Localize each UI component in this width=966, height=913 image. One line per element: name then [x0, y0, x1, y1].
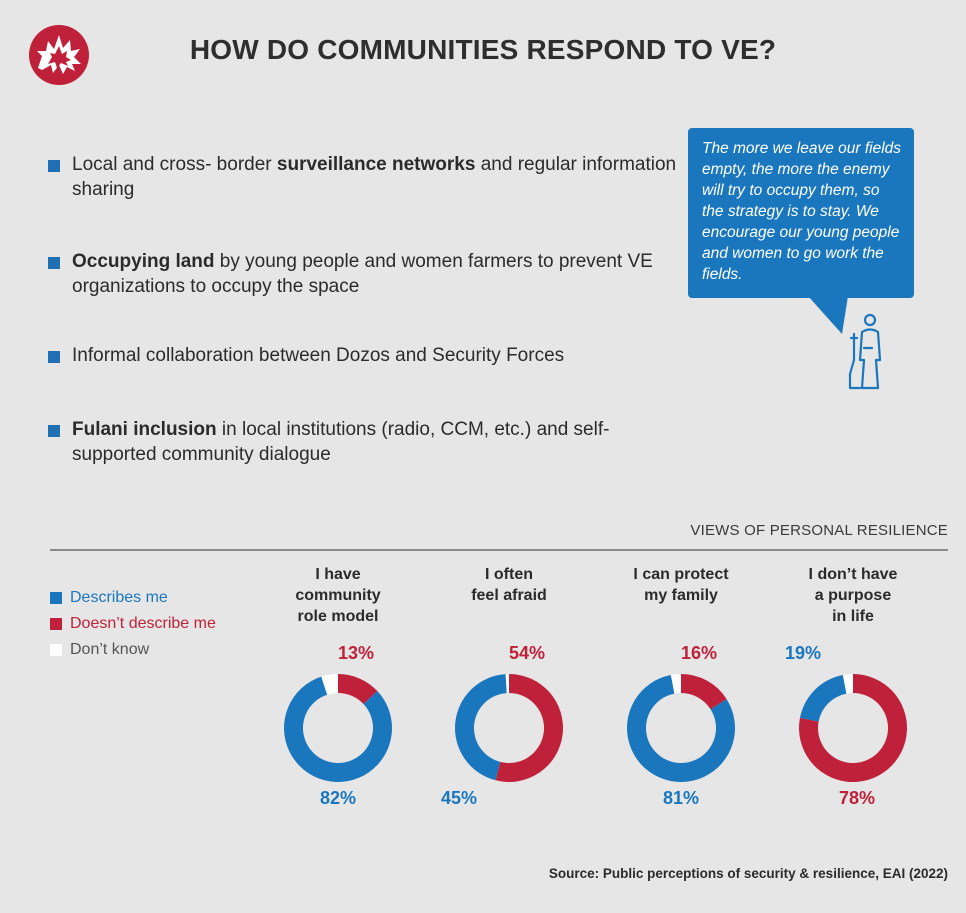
legend-label: Describes me [70, 589, 168, 606]
donut-slice-doesnt-describe [338, 674, 378, 705]
category-label: feel afraid [471, 587, 547, 604]
legend-swatch-white [50, 644, 62, 656]
explosion-logo-icon [29, 25, 89, 85]
donut-slice-describes [627, 674, 735, 782]
legend-label: Don’t know [70, 641, 150, 658]
data-label-doesnt-describe: 54% [509, 643, 545, 663]
category-label: in life [832, 608, 874, 625]
donut-slice-dont-know [842, 674, 853, 694]
bullet-text: by young people and women farmers to pre… [72, 251, 653, 297]
bullet-item: Local and cross- border surveillance net… [48, 152, 688, 202]
category-label: role model [298, 608, 379, 625]
quote-bubble-tail [808, 296, 848, 334]
category-label: a purpose [815, 587, 892, 604]
category-label: I can protect [633, 566, 729, 583]
donut-slice-doesnt-describe [495, 674, 563, 782]
category-label: community [295, 587, 380, 604]
bullet-square-icon [48, 160, 60, 172]
chart-legend: Describes me Doesn’t describe me Don’t k… [50, 585, 216, 663]
bullet-text: in local institutions (radio, CCM, etc.)… [72, 419, 610, 465]
donut-slice-describes [455, 674, 507, 781]
category-label: I often [485, 566, 533, 583]
donut-slice-dont-know [670, 674, 681, 694]
bullet-text: Informal collaboration between Dozos and… [72, 345, 565, 366]
bullet-item: Informal collaboration between Dozos and… [48, 343, 564, 368]
bullet-text: Local and cross- border [72, 154, 277, 175]
donut-slice-describes [799, 674, 847, 722]
data-label-doesnt-describe: 78% [839, 788, 875, 808]
category-label: I don’t have [809, 566, 898, 583]
page-title: HOW DO COMMUNITIES RESPOND TO VE? [189, 34, 777, 65]
data-label-describes: 82% [320, 788, 356, 808]
legend-item-describes: Describes me [50, 585, 216, 611]
donut-slice-dont-know [505, 674, 509, 694]
donut-slice-doesnt-describe [799, 674, 908, 782]
bullet-square-icon [48, 257, 60, 269]
legend-label: Doesn’t describe me [70, 615, 216, 632]
data-label-doesnt-describe: 16% [681, 643, 717, 663]
category-label: my family [644, 587, 718, 604]
bullet-square-icon [48, 351, 60, 363]
category-label: I have [315, 566, 360, 583]
bullet-bold-text: Fulani inclusion [72, 419, 217, 440]
donut-slice-doesnt-describe [681, 674, 727, 710]
donut-charts: I have community role model 13% 82% I often fe… [284, 566, 908, 808]
data-label-describes: 81% [663, 788, 699, 808]
donut-slice-dont-know [321, 674, 338, 695]
section-divider [50, 549, 948, 551]
legend-item-dont-know: Don’t know [50, 637, 216, 663]
legend-item-doesnt-describe: Doesn’t describe me [50, 611, 216, 637]
donut-chart-area: I have community role model 13% 82% I often fe… [250, 555, 950, 815]
bullet-bold-text: Occupying land [72, 251, 215, 272]
person-with-tool-icon [848, 313, 882, 390]
legend-swatch-red [50, 618, 62, 630]
bullet-item: Occupying land by young people and women… [48, 249, 688, 299]
legend-swatch-blue [50, 592, 62, 604]
source-note: Source: Public perceptions of security &… [548, 866, 948, 881]
section-label: VIEWS OF PERSONAL RESILIENCE [690, 522, 948, 539]
data-label-describes: 45% [441, 788, 477, 808]
data-label-describes: 19% [785, 643, 821, 663]
bullet-text: and regular information sharing [72, 154, 677, 200]
donut-slice-describes [284, 676, 392, 782]
bullet-square-icon [48, 425, 60, 437]
data-label-doesnt-describe: 13% [338, 643, 374, 663]
quote-bubble: The more we leave our fields empty, the … [688, 128, 914, 298]
bullet-bold-text: surveillance networks [276, 154, 476, 175]
bullet-item: Fulani inclusion in local institutions (… [48, 417, 688, 467]
